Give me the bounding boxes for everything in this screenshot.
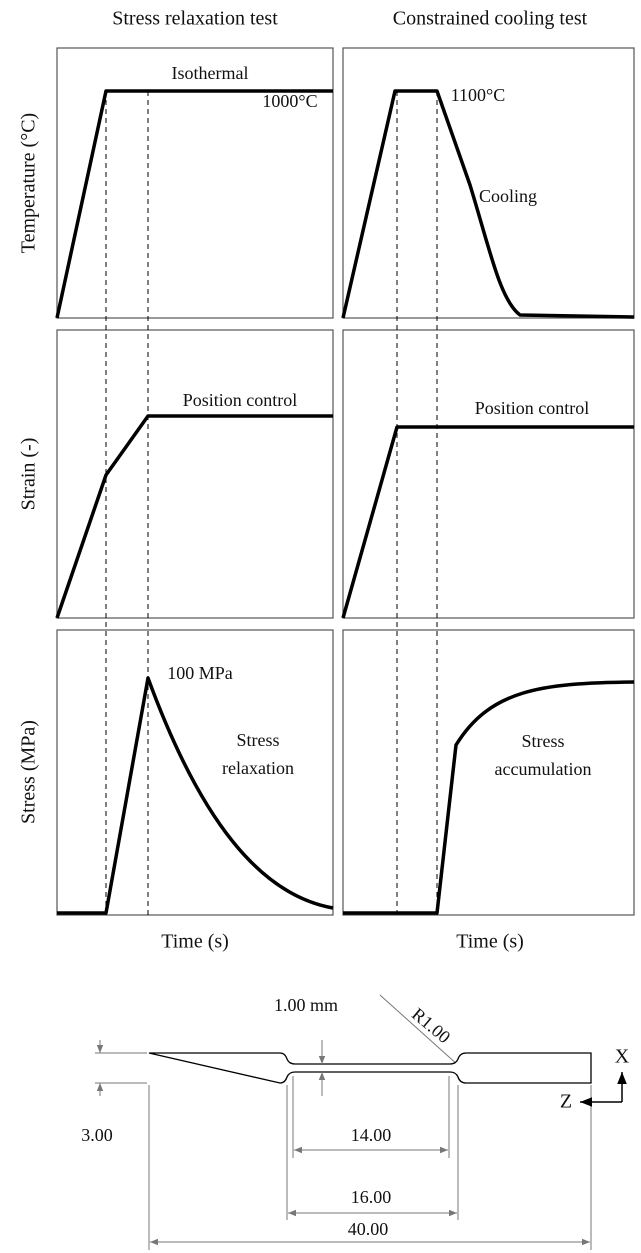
curve [55,89,333,319]
specimen-outline [148,1052,592,1084]
annotation: Stress [521,731,564,751]
panel [56,329,334,619]
curve [341,425,634,619]
annotation: Isothermal [172,63,249,83]
annotation: Position control [475,398,590,418]
curve [55,414,333,619]
dimension-label: 1.00 mm [274,995,338,1015]
curve [343,680,635,915]
axis-label: Z [560,1091,572,1113]
axis-label: X [615,1046,630,1068]
x-label: Time (s) [161,931,229,953]
dimension-label: 16.00 [351,1187,392,1207]
annotation: 1100°C [451,85,506,105]
curve [341,89,635,319]
annotation: Stress [236,730,279,750]
annotation: 1000°C [262,91,317,111]
annotation: 100 MPa [167,663,233,683]
panel [56,629,334,916]
row-label: Stress (MPa) [18,720,40,824]
panel [342,629,635,916]
x-label: Time (s) [456,931,524,953]
dimension-label: 40.00 [348,1219,389,1239]
panel [342,47,635,319]
dimension-label: 3.00 [81,1125,113,1145]
row-label: Strain (-) [18,438,40,511]
column-title: Constrained cooling test [393,8,588,30]
panel [56,47,334,319]
dimension-label: 14.00 [351,1125,392,1145]
column-title: Stress relaxation test [112,8,278,30]
annotation: relaxation [222,758,294,778]
row-label: Temperature (°C) [18,113,40,253]
curve [57,676,334,915]
annotation: Cooling [479,186,537,206]
annotation: Position control [183,390,298,410]
annotation: accumulation [495,759,592,779]
panel [342,329,635,619]
